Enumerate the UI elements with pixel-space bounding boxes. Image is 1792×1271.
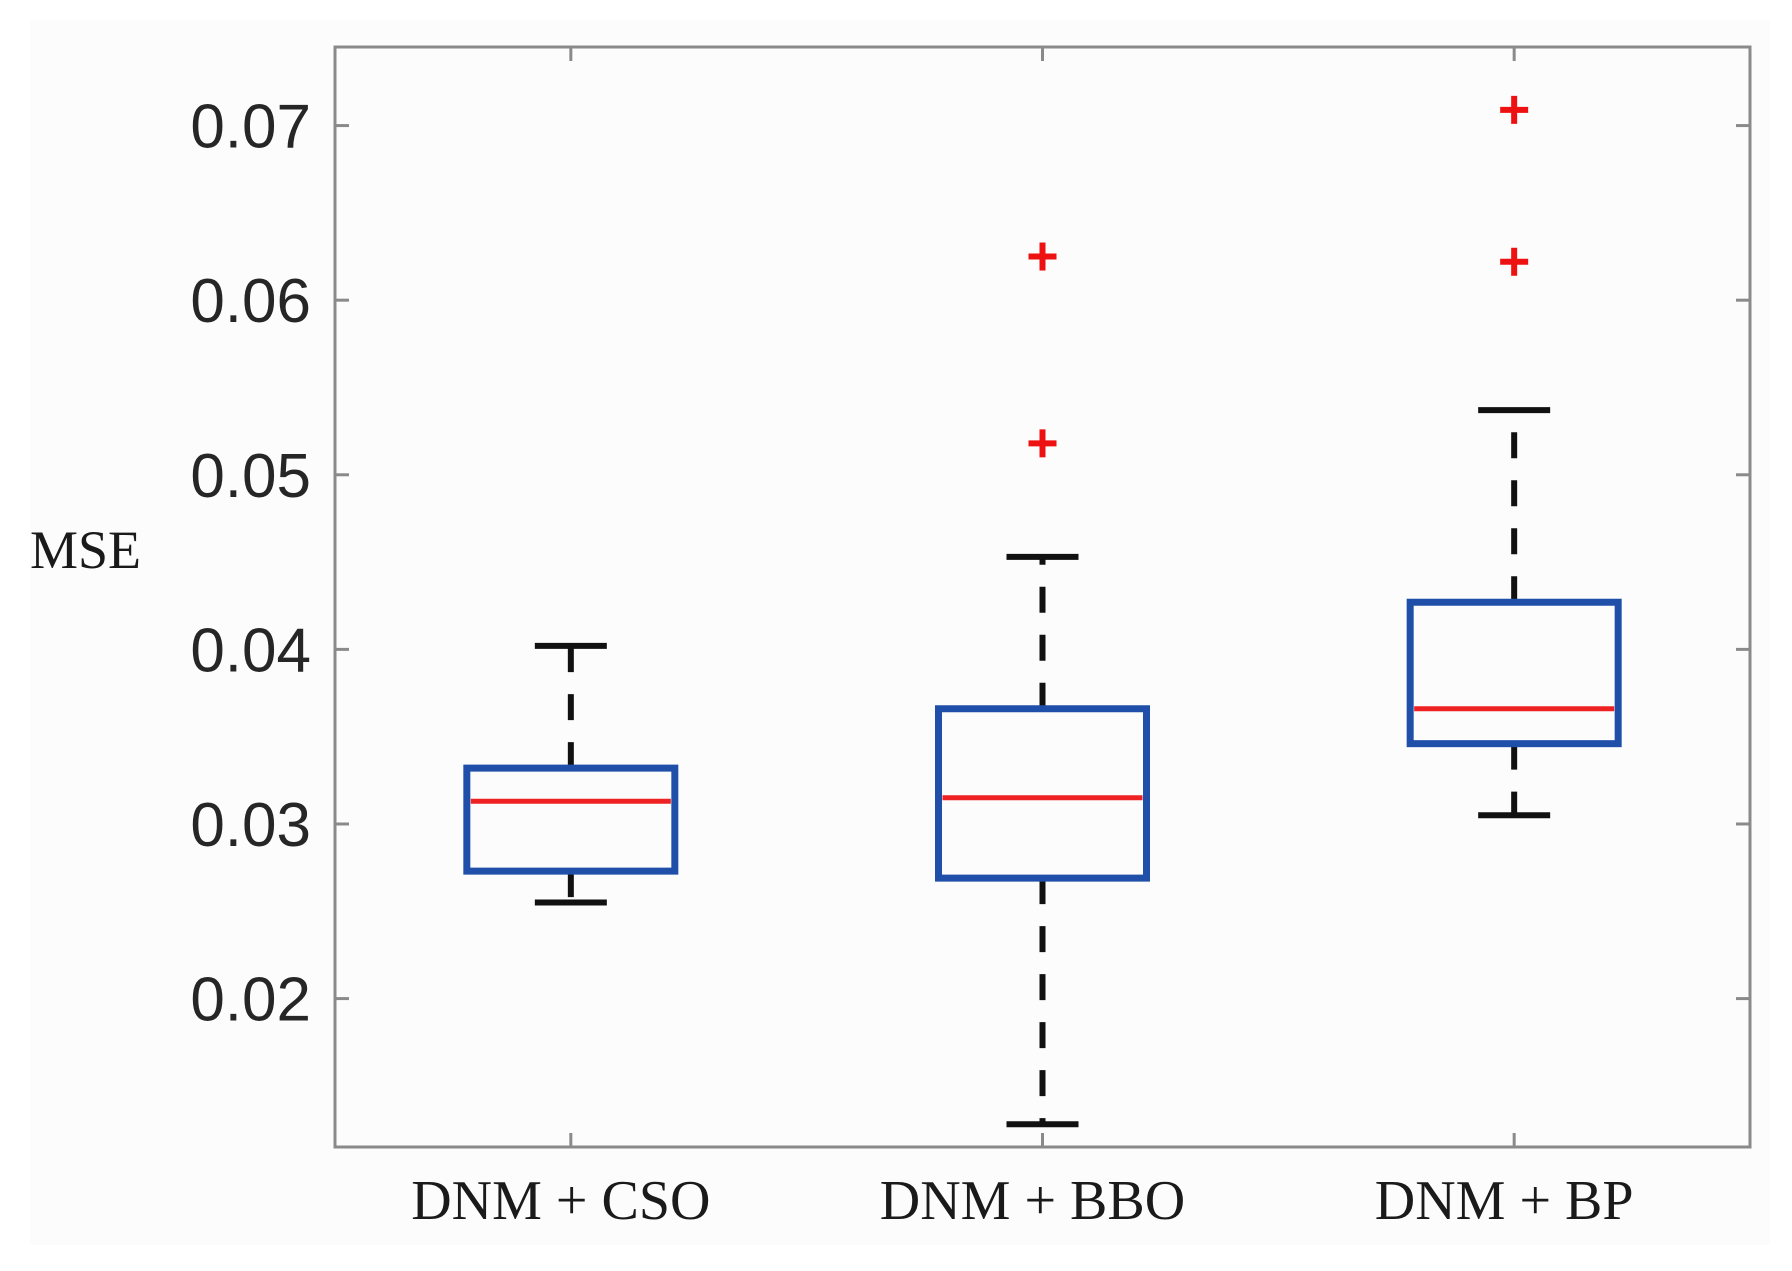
x-category-label: DNM + BBO xyxy=(880,1170,1185,1232)
boxplot-chart: 0.02 0.03 0.04 0.05 0.06 0.07 DNM + CSO DNM + … xyxy=(30,45,1752,1232)
box-group xyxy=(1406,95,1622,819)
y-tick-label: 0.02 xyxy=(190,966,311,1035)
y-tick-label: 0.03 xyxy=(190,791,311,860)
chart-figure: 0.02 0.03 0.04 0.05 0.06 0.07 DNM + CSO DNM + … xyxy=(30,20,1770,1245)
box-group xyxy=(463,642,679,906)
y-tick-label: 0.07 xyxy=(190,93,311,162)
iqr-box xyxy=(463,764,679,875)
y-tick-label: 0.05 xyxy=(190,442,311,511)
x-category-label: DNM + CSO xyxy=(411,1170,710,1232)
iqr-box xyxy=(935,705,1150,882)
x-category-label: DNM + BP xyxy=(1375,1170,1634,1232)
y-tick-label: 0.06 xyxy=(190,267,311,336)
y-axis-label: MSE xyxy=(30,520,141,580)
y-tick-label: 0.04 xyxy=(190,616,311,685)
box-group xyxy=(935,242,1150,1128)
iqr-box xyxy=(1406,598,1622,748)
